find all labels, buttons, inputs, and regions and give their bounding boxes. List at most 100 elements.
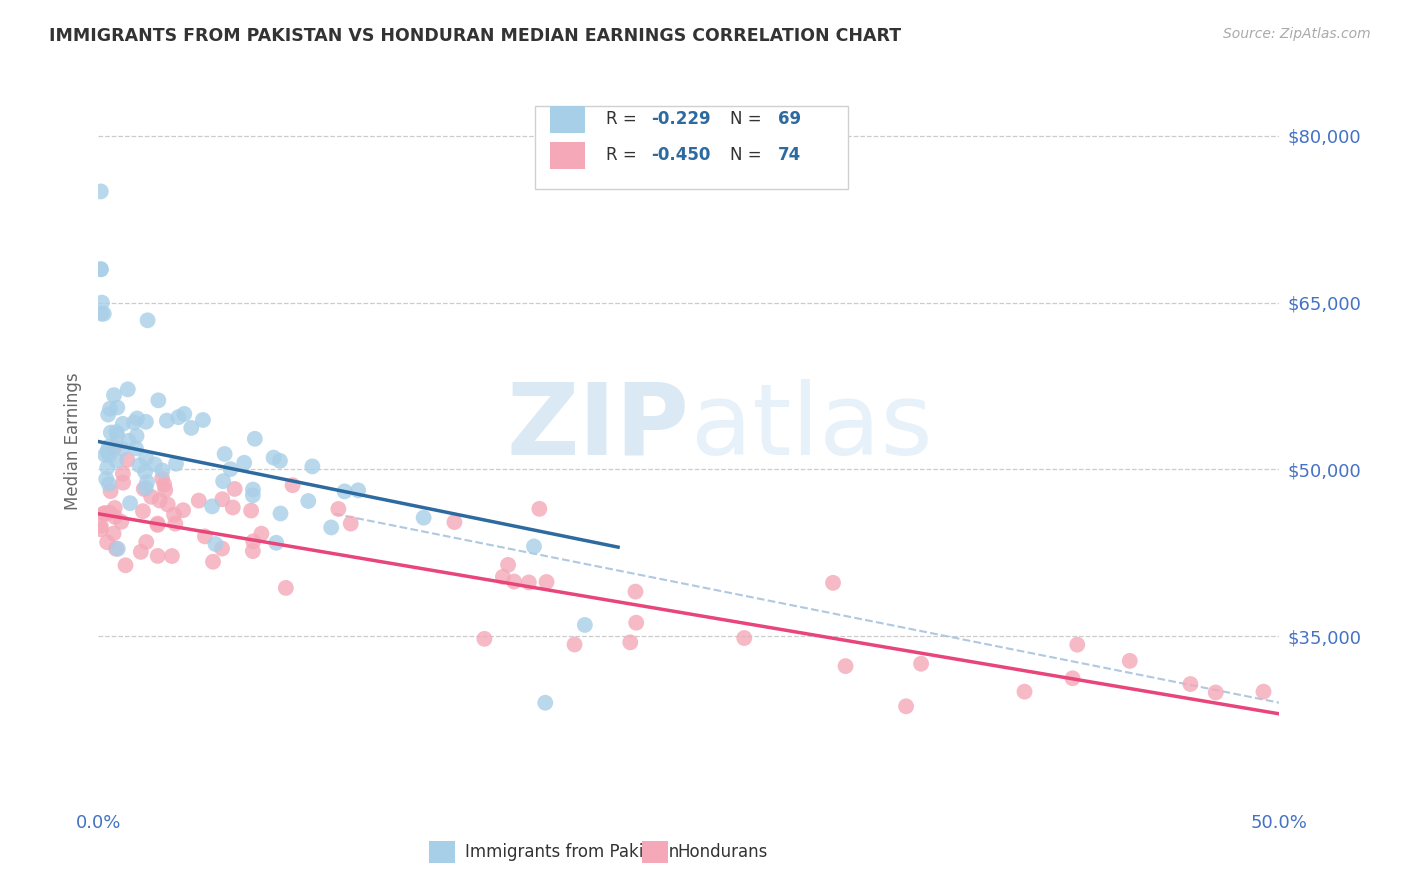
Point xyxy=(1066,638,1088,652)
Point xyxy=(114,558,136,573)
Point xyxy=(180,421,202,435)
Point xyxy=(105,401,128,415)
Point xyxy=(250,526,273,541)
Point xyxy=(105,453,128,467)
Point xyxy=(135,481,157,495)
Point xyxy=(240,503,263,517)
Point xyxy=(136,313,159,327)
Point xyxy=(173,407,195,421)
Point xyxy=(98,448,121,462)
Point xyxy=(1014,684,1036,698)
Point xyxy=(269,454,291,468)
Point xyxy=(626,615,648,630)
Point xyxy=(90,262,112,277)
Point xyxy=(214,447,236,461)
Point xyxy=(242,483,264,497)
Point xyxy=(619,635,641,649)
Point xyxy=(143,458,166,472)
Text: ZIP: ZIP xyxy=(506,378,689,475)
Text: 74: 74 xyxy=(778,146,801,164)
Point xyxy=(136,475,159,489)
Point xyxy=(165,457,187,471)
Point xyxy=(321,520,343,534)
Text: N =: N = xyxy=(730,111,768,128)
Text: Source: ZipAtlas.com: Source: ZipAtlas.com xyxy=(1223,27,1371,41)
Text: 69: 69 xyxy=(778,111,800,128)
Point xyxy=(93,507,115,521)
Point xyxy=(333,484,356,499)
Point xyxy=(1253,684,1275,698)
FancyBboxPatch shape xyxy=(641,841,668,863)
Point xyxy=(94,506,117,520)
Text: IMMIGRANTS FROM PAKISTAN VS HONDURAN MEDIAN EARNINGS CORRELATION CHART: IMMIGRANTS FROM PAKISTAN VS HONDURAN MED… xyxy=(49,27,901,45)
Point xyxy=(100,425,122,440)
Point xyxy=(910,657,932,671)
Point xyxy=(821,575,844,590)
Point xyxy=(269,507,291,521)
Point xyxy=(219,462,242,476)
Point xyxy=(90,295,112,310)
Point xyxy=(107,541,129,556)
Point xyxy=(150,471,173,485)
Point xyxy=(100,484,122,499)
Point xyxy=(281,478,304,492)
Point xyxy=(96,460,118,475)
Point xyxy=(163,508,186,522)
Point xyxy=(98,401,121,416)
Point xyxy=(105,425,128,439)
Point xyxy=(211,492,233,507)
Point xyxy=(117,434,139,448)
Point xyxy=(517,575,540,590)
Point xyxy=(624,584,647,599)
Point xyxy=(110,515,132,529)
Point xyxy=(96,472,118,486)
FancyBboxPatch shape xyxy=(429,841,456,863)
Point xyxy=(156,498,179,512)
Point xyxy=(105,541,128,556)
Point xyxy=(135,451,157,466)
Point xyxy=(112,475,135,490)
Point xyxy=(492,570,515,584)
FancyBboxPatch shape xyxy=(550,142,585,169)
Point xyxy=(733,631,755,645)
Point xyxy=(339,516,361,531)
Point xyxy=(274,581,297,595)
Point xyxy=(201,555,224,569)
Point xyxy=(90,518,112,533)
Point xyxy=(97,408,120,422)
Point xyxy=(167,410,190,425)
Point xyxy=(529,501,551,516)
Point xyxy=(264,535,287,549)
Text: N =: N = xyxy=(730,146,768,164)
Point xyxy=(534,696,557,710)
Point xyxy=(90,307,112,321)
Point xyxy=(93,506,115,520)
Point xyxy=(834,659,856,673)
Point xyxy=(242,534,264,549)
Point xyxy=(103,526,125,541)
Point xyxy=(146,516,169,531)
Point xyxy=(201,500,224,514)
Point xyxy=(93,307,115,321)
Point xyxy=(111,442,134,456)
Point xyxy=(135,415,157,429)
Point xyxy=(224,482,246,496)
Point xyxy=(1205,685,1227,699)
Y-axis label: Median Earnings: Median Earnings xyxy=(65,373,83,510)
Point xyxy=(1062,671,1084,685)
Point xyxy=(125,411,148,425)
Point xyxy=(105,428,128,442)
Point xyxy=(156,414,179,428)
Point xyxy=(165,516,187,531)
Point xyxy=(894,699,917,714)
Point xyxy=(96,535,118,549)
Point xyxy=(212,474,235,488)
Point xyxy=(125,429,148,443)
Point xyxy=(160,549,183,563)
Point xyxy=(111,417,134,431)
Point xyxy=(1119,654,1142,668)
Point xyxy=(132,504,155,518)
Point xyxy=(242,544,264,558)
Point xyxy=(149,493,172,508)
Point xyxy=(125,442,148,456)
